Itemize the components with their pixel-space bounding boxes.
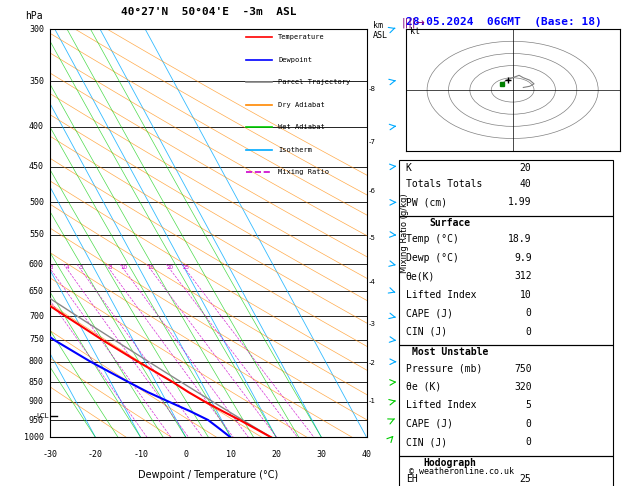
Text: 750: 750	[514, 364, 532, 374]
Text: Most Unstable: Most Unstable	[411, 347, 488, 358]
Text: 8: 8	[108, 265, 112, 270]
Text: Dewpoint / Temperature (°C): Dewpoint / Temperature (°C)	[138, 470, 279, 480]
Text: Lifted Index: Lifted Index	[406, 290, 476, 300]
Text: -6: -6	[368, 189, 376, 194]
Text: Surface: Surface	[429, 218, 470, 228]
Text: 0: 0	[526, 419, 532, 429]
Text: 18.9: 18.9	[508, 234, 532, 244]
Text: 1.99: 1.99	[508, 197, 532, 208]
Text: 20: 20	[271, 450, 281, 459]
Text: 5: 5	[526, 400, 532, 411]
Text: 550: 550	[29, 230, 44, 239]
Text: -1: -1	[368, 398, 376, 404]
Text: 800: 800	[29, 357, 44, 366]
Text: 450: 450	[29, 162, 44, 171]
Text: 750: 750	[29, 335, 44, 345]
Text: 40: 40	[520, 179, 532, 189]
Text: 25: 25	[182, 265, 189, 270]
Text: K: K	[406, 163, 411, 173]
Text: 25: 25	[520, 474, 532, 485]
Text: Temp (°C): Temp (°C)	[406, 234, 459, 244]
Text: 28.05.2024  06GMT  (Base: 18): 28.05.2024 06GMT (Base: 18)	[406, 17, 601, 27]
Text: 20: 20	[520, 163, 532, 173]
Text: -3: -3	[368, 321, 376, 327]
Text: Mixing Ratio (g/kg): Mixing Ratio (g/kg)	[400, 193, 409, 273]
Text: Wet Adiabat: Wet Adiabat	[278, 124, 325, 130]
Text: 950: 950	[29, 416, 44, 424]
Text: Parcel Trajectory: Parcel Trajectory	[278, 79, 350, 85]
Text: θe(K): θe(K)	[406, 271, 435, 281]
Text: 0: 0	[526, 327, 532, 337]
Text: Dewp (°C): Dewp (°C)	[406, 253, 459, 263]
Text: ||||→: ||||→	[401, 17, 425, 28]
Text: 850: 850	[29, 378, 44, 387]
Text: © weatheronline.co.uk: © weatheronline.co.uk	[409, 467, 514, 476]
Text: 1000: 1000	[24, 433, 44, 442]
Text: 10: 10	[520, 290, 532, 300]
Text: 900: 900	[29, 397, 44, 406]
Text: -7: -7	[368, 139, 376, 145]
Text: 10: 10	[226, 450, 236, 459]
Text: Hodograph: Hodograph	[423, 458, 476, 469]
Text: Lifted Index: Lifted Index	[406, 400, 476, 411]
Text: 700: 700	[29, 312, 44, 321]
Text: 500: 500	[29, 198, 44, 207]
Text: Dewpoint: Dewpoint	[278, 57, 312, 63]
Text: -10: -10	[133, 450, 148, 459]
Text: 20: 20	[167, 265, 174, 270]
Text: 650: 650	[29, 287, 44, 296]
Text: 15: 15	[147, 265, 154, 270]
Text: 400: 400	[29, 122, 44, 131]
Text: Dry Adiabat: Dry Adiabat	[278, 102, 325, 108]
Text: 0: 0	[526, 437, 532, 448]
Text: Temperature: Temperature	[278, 35, 325, 40]
Text: 40: 40	[362, 450, 372, 459]
Text: CAPE (J): CAPE (J)	[406, 308, 453, 318]
Text: Isotherm: Isotherm	[278, 147, 312, 153]
Text: 0: 0	[184, 450, 189, 459]
Text: 312: 312	[514, 271, 532, 281]
Text: 9.9: 9.9	[514, 253, 532, 263]
Text: PW (cm): PW (cm)	[406, 197, 447, 208]
Text: 5: 5	[79, 265, 82, 270]
Text: 0: 0	[526, 308, 532, 318]
Text: 30: 30	[316, 450, 326, 459]
Text: LCL: LCL	[36, 414, 48, 419]
Text: Pressure (mb): Pressure (mb)	[406, 364, 482, 374]
Text: -5: -5	[368, 235, 375, 241]
Text: 40°27'N  50°04'E  -3m  ASL: 40°27'N 50°04'E -3m ASL	[121, 7, 296, 17]
Text: 350: 350	[29, 77, 44, 86]
Text: 3: 3	[49, 265, 53, 270]
Text: -2: -2	[368, 360, 375, 366]
Text: θe (K): θe (K)	[406, 382, 441, 392]
Text: Mixing Ratio: Mixing Ratio	[278, 169, 329, 175]
Text: -8: -8	[368, 86, 376, 92]
Text: 320: 320	[514, 382, 532, 392]
Text: CAPE (J): CAPE (J)	[406, 419, 453, 429]
Text: CIN (J): CIN (J)	[406, 437, 447, 448]
Text: CIN (J): CIN (J)	[406, 327, 447, 337]
Text: km
ASL: km ASL	[373, 21, 388, 40]
Text: Totals Totals: Totals Totals	[406, 179, 482, 189]
Text: 600: 600	[29, 260, 44, 269]
Text: 4: 4	[66, 265, 69, 270]
Text: hPa: hPa	[25, 11, 43, 21]
Text: EH: EH	[406, 474, 418, 485]
Text: -30: -30	[43, 450, 58, 459]
Text: kt: kt	[410, 27, 420, 36]
Text: -4: -4	[368, 279, 375, 285]
Text: -20: -20	[88, 450, 103, 459]
Text: 300: 300	[29, 25, 44, 34]
Text: 10: 10	[121, 265, 128, 270]
